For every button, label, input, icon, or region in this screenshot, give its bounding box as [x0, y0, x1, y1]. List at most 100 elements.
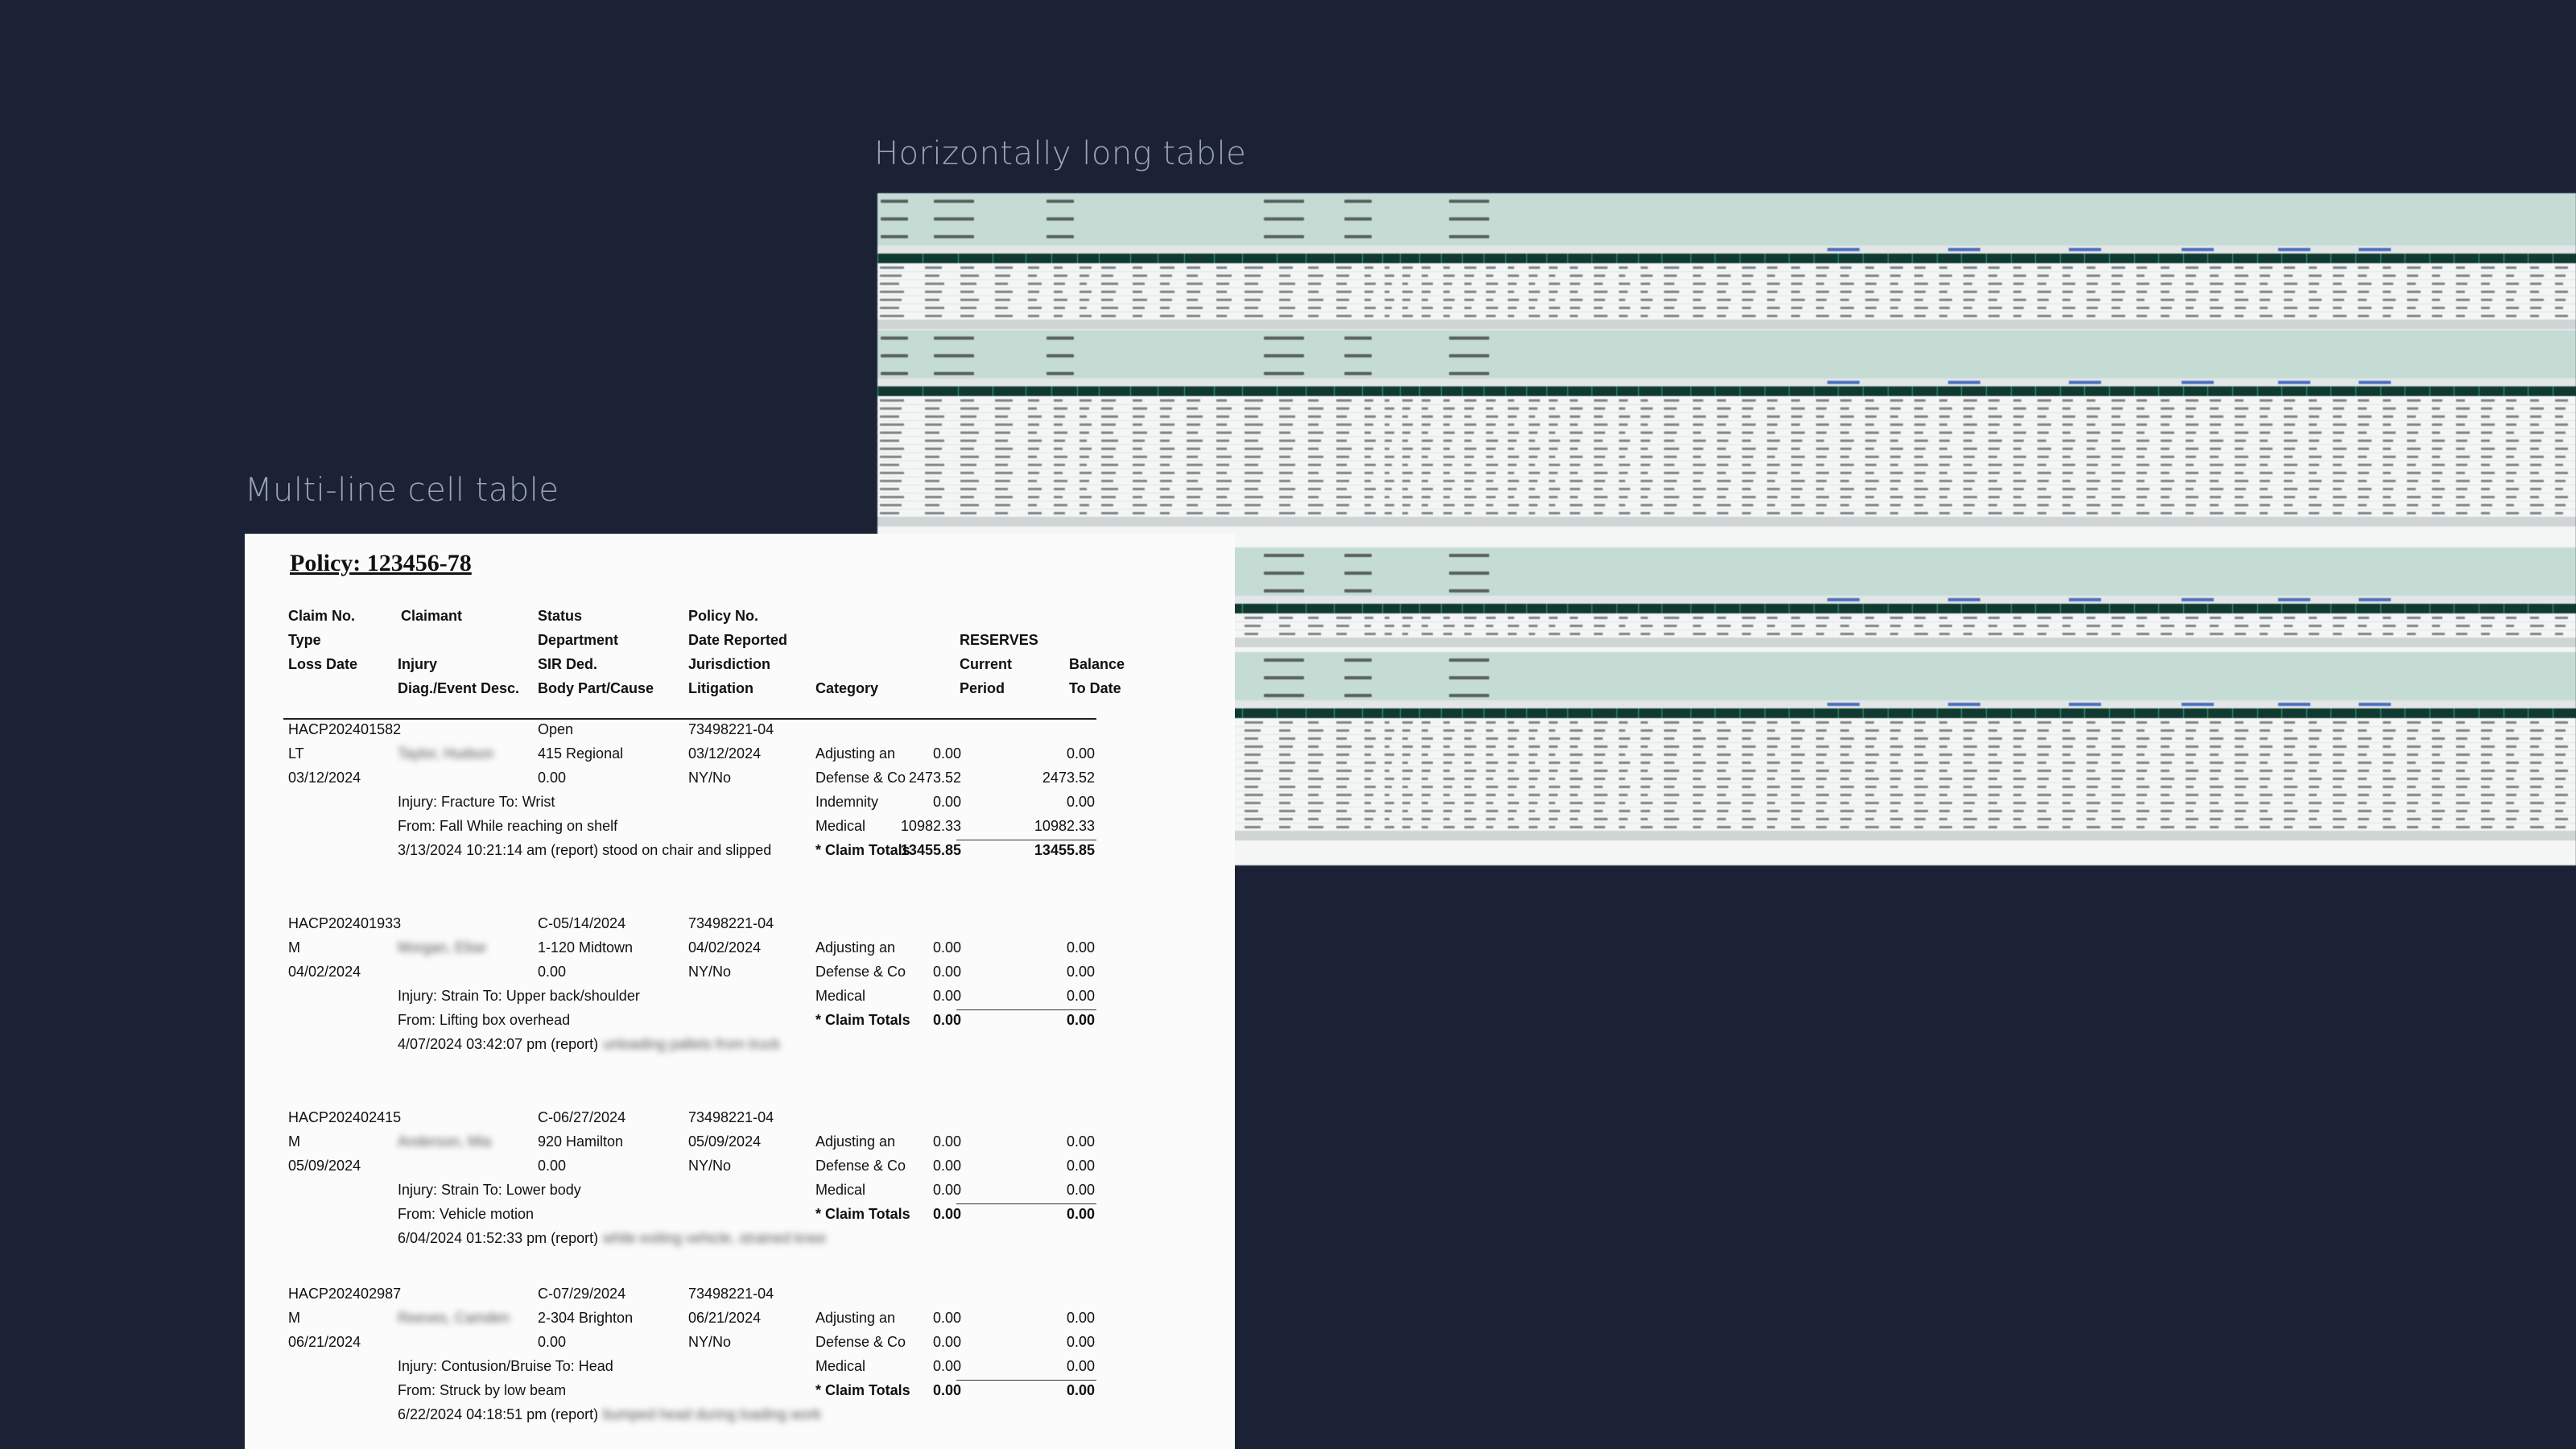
sheet-cell	[1889, 617, 1904, 619]
sheet-cell	[2210, 729, 2219, 732]
sheet-cell	[2481, 633, 2490, 635]
sheet-cell	[2308, 504, 2322, 506]
sheet-cell	[1840, 423, 1852, 426]
claim-number: HACP202401582	[288, 721, 402, 737]
sheet-cell	[1791, 423, 1800, 426]
sheet-cell	[1815, 778, 1827, 780]
sheet-cell	[1619, 440, 1631, 442]
sheet-cell	[2431, 737, 2446, 740]
sheet-cell	[2235, 778, 2248, 780]
sheet-cell	[1594, 762, 1603, 764]
sheet-cell	[2013, 407, 2027, 410]
sheet-cell	[2382, 633, 2394, 635]
sheet-column-separator	[957, 386, 959, 396]
sheet-cell	[1133, 315, 1143, 317]
claim-number: HACP202402987	[288, 1286, 402, 1302]
sheet-cell	[1443, 617, 1451, 619]
sheet-header-field	[1264, 572, 1304, 575]
sheet-cell	[1528, 778, 1538, 780]
sheet-cell	[1549, 291, 1558, 293]
sheet-cell	[1528, 415, 1535, 418]
sheet-cell	[2358, 266, 2369, 269]
sheet-section-tag	[2069, 381, 2101, 384]
sheet-cell	[2407, 275, 2418, 277]
sheet-cell	[1717, 266, 1726, 269]
sheet-column-separator	[1361, 254, 1363, 263]
sheet-cell	[1216, 488, 1229, 490]
sheet-cell	[1988, 625, 1997, 627]
sheet-cell	[1914, 464, 1928, 466]
sheet-cell	[1443, 315, 1451, 317]
sheet-cell	[1549, 745, 1558, 748]
sheet-column-separator	[2158, 604, 2160, 613]
sheet-cell	[1914, 512, 1928, 514]
sheet-cell	[2185, 266, 2199, 269]
sheet-total-row	[877, 320, 2576, 329]
sheet-column-separator	[2133, 254, 2135, 263]
sheet-column-separator	[1912, 386, 1913, 396]
sheet-cell	[2161, 745, 2169, 748]
sheet-cell	[2431, 456, 2441, 458]
sheet-cell	[1244, 448, 1263, 450]
sheet-cell	[2112, 315, 2125, 317]
sheet-cell	[2259, 431, 2271, 434]
sheet-cell	[1054, 275, 1068, 277]
sheet-cell	[1569, 456, 1583, 458]
sheet-data-row	[877, 718, 2576, 727]
sheet-column-separator	[2528, 254, 2529, 263]
sheet-cell	[1364, 488, 1376, 490]
sheet-cell	[1594, 399, 1608, 402]
sheet-cell	[2407, 266, 2421, 269]
sheet-cell	[1187, 504, 1199, 506]
sheet-column-separator	[2330, 254, 2332, 263]
sheet-cell	[2210, 794, 2221, 796]
sheet-cell	[1963, 633, 1972, 635]
sheet-column-separator	[1399, 386, 1401, 396]
sheet-cell	[1640, 456, 1653, 458]
sheet-cell	[2013, 802, 2027, 804]
sheet-cell	[1549, 786, 1561, 788]
sheet-cell	[1889, 633, 1899, 635]
sheet-cell	[1988, 307, 2002, 309]
sheet-cell	[2062, 826, 2071, 828]
sheet-cell	[1594, 794, 1608, 796]
sheet-cell	[2087, 275, 2100, 277]
sheet-cell	[1664, 753, 1678, 756]
sheet-cell	[1619, 778, 1626, 780]
sheet-cell	[2259, 786, 2268, 788]
sheet-cell	[2284, 431, 2293, 434]
sheet-cell	[1385, 737, 1392, 740]
sheet-cell	[1594, 729, 1605, 732]
claim-type: LT	[288, 745, 304, 762]
sheet-cell	[1791, 480, 1805, 482]
sheet-cell	[2112, 464, 2120, 466]
sheet-cell	[2333, 786, 2342, 788]
sheet-cell	[2456, 291, 2465, 293]
sheet-cell	[1402, 423, 1413, 426]
sheet-column-separator	[2207, 708, 2209, 718]
sheet-cell	[1528, 423, 1540, 426]
sheet-cell	[994, 407, 1010, 410]
sheet-cell	[2087, 283, 2098, 285]
sheet-cell	[1336, 266, 1352, 269]
claimant-name: Anderson, Mia	[398, 1133, 492, 1150]
sheet-cell	[2407, 778, 2418, 780]
sheet-cell	[2431, 488, 2446, 490]
sheet-cell	[2456, 633, 2467, 635]
sheet-cell	[2087, 496, 2095, 498]
sheet-cell	[2358, 496, 2369, 498]
sheet-cell	[1216, 283, 1229, 285]
sheet-column-separator	[1462, 386, 1463, 396]
sheet-column-separator	[2207, 254, 2209, 263]
sheet-cell	[2037, 745, 2051, 748]
sheet-cell	[1278, 464, 1295, 466]
sheet-cell	[1216, 291, 1227, 293]
sheet-cell	[1938, 810, 1951, 812]
sheet-cell	[2382, 762, 2394, 764]
sheet-cell	[1742, 448, 1756, 450]
sheet-section-tag	[2278, 381, 2310, 384]
sheet-cell	[2333, 617, 2347, 619]
sheet-cell	[1549, 762, 1561, 764]
sheet-cell	[2308, 512, 2320, 514]
sheet-cell	[1385, 415, 1392, 418]
